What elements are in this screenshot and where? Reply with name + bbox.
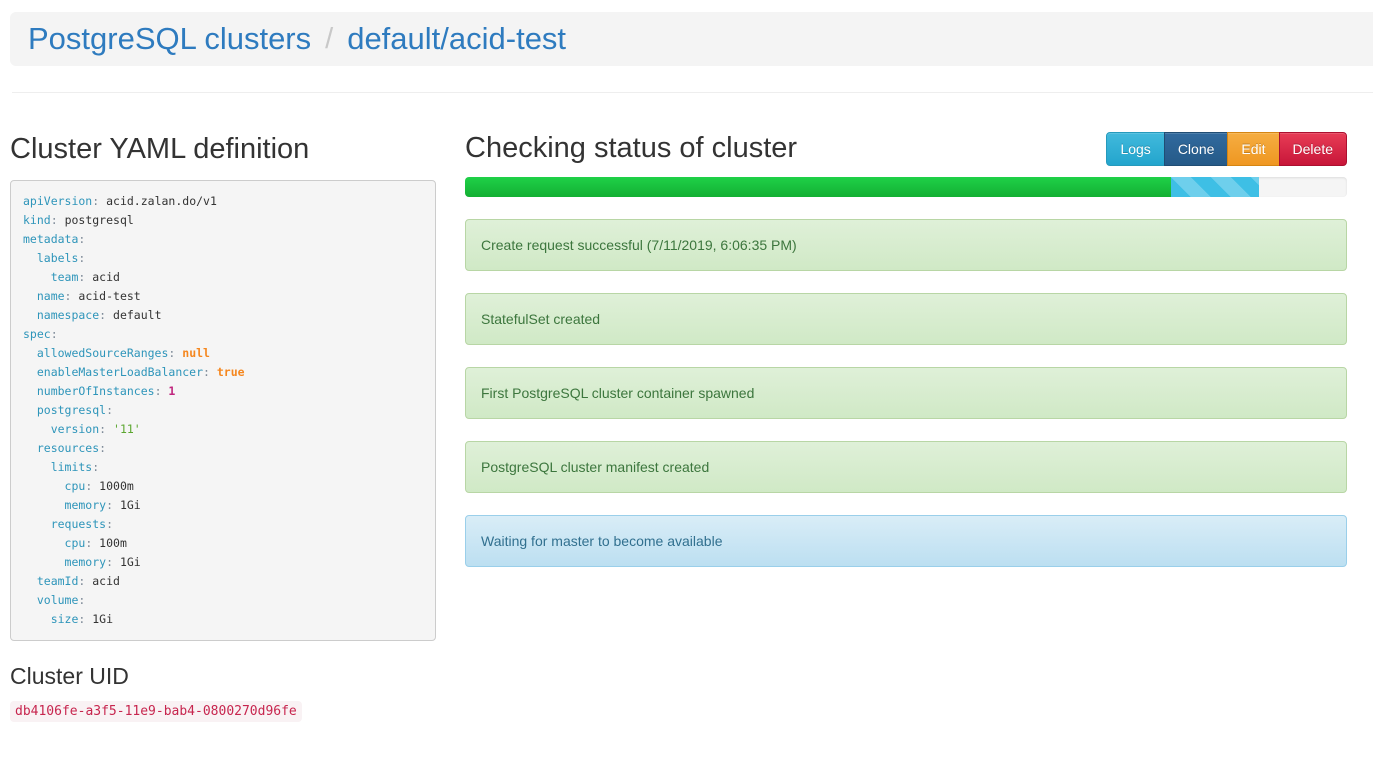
edit-button[interactable]: Edit (1227, 132, 1280, 166)
status-message: Create request successful (7/11/2019, 6:… (465, 219, 1347, 271)
progress-success-segment (465, 177, 1171, 197)
yaml-line: kind: postgresql (23, 213, 134, 228)
yaml-line: name: acid-test (23, 289, 141, 304)
yaml-line: resources: (23, 441, 107, 456)
yaml-line: apiVersion: acid.zalan.do/v1 (23, 194, 217, 209)
breadcrumb: PostgreSQL clusters / default/acid-test (10, 12, 1373, 66)
yaml-line: teamId: acid (23, 574, 120, 589)
yaml-line: postgresql: (23, 403, 114, 418)
yaml-line: memory: 1Gi (23, 555, 141, 570)
yaml-code-block: apiVersion: acid.zalan.do/v1 kind: postgr… (10, 180, 436, 642)
logs-button[interactable]: Logs (1106, 132, 1165, 166)
yaml-line: numberOfInstances: 1 (23, 384, 176, 399)
status-message: First PostgreSQL cluster container spawn… (465, 367, 1347, 419)
breadcrumb-separator: / (325, 22, 334, 55)
yaml-section-title: Cluster YAML definition (10, 133, 310, 165)
status-message: PostgreSQL cluster manifest created (465, 441, 1347, 493)
yaml-line: limits: (23, 460, 100, 475)
yaml-line: allowedSourceRanges: null (23, 346, 210, 361)
yaml-line: metadata: (23, 232, 86, 247)
yaml-line: cpu: 1000m (23, 479, 134, 494)
header-divider (12, 92, 1373, 93)
yaml-line: team: acid (23, 270, 120, 285)
uid-section-title: Cluster UID (10, 663, 129, 690)
progress-active-segment (1170, 177, 1259, 197)
yaml-line: namespace: default (23, 308, 162, 323)
status-section-title: Checking status of cluster (465, 132, 798, 165)
status-message-list: Create request successful (7/11/2019, 6:… (465, 219, 1347, 567)
yaml-column: Cluster YAML definition apiVersion: acid… (10, 133, 436, 723)
action-button-group: Logs Clone Edit Delete (1106, 132, 1347, 166)
yaml-line: requests: (23, 517, 114, 532)
cluster-uid-value: db4106fe-a3f5-11e9-bab4-0800270d96fe (10, 701, 302, 723)
status-column: Checking status of cluster Logs Clone Edit… (465, 132, 1347, 720)
yaml-line: version: '11' (23, 422, 141, 437)
status-message: StatefulSet created (465, 293, 1347, 345)
yaml-line: spec: (23, 327, 58, 342)
yaml-line: cpu: 100m (23, 536, 127, 551)
yaml-line: volume: (23, 593, 86, 608)
status-header: Checking status of cluster Logs Clone Edit… (465, 129, 1347, 169)
breadcrumb-cluster-link[interactable]: default/acid-test (347, 21, 567, 56)
yaml-line: enableMasterLoadBalancer: true (23, 365, 245, 380)
yaml-line: memory: 1Gi (23, 498, 141, 513)
delete-button[interactable]: Delete (1278, 132, 1347, 166)
yaml-line: size: 1Gi (23, 612, 114, 627)
main-content: Cluster YAML definition apiVersion: acid… (0, 132, 1373, 723)
cluster-progress-bar (465, 177, 1347, 197)
clone-button[interactable]: Clone (1163, 132, 1229, 166)
breadcrumb-clusters-link[interactable]: PostgreSQL clusters (28, 21, 312, 56)
yaml-line: labels: (23, 251, 86, 266)
status-message: Waiting for master to become available (465, 515, 1347, 567)
